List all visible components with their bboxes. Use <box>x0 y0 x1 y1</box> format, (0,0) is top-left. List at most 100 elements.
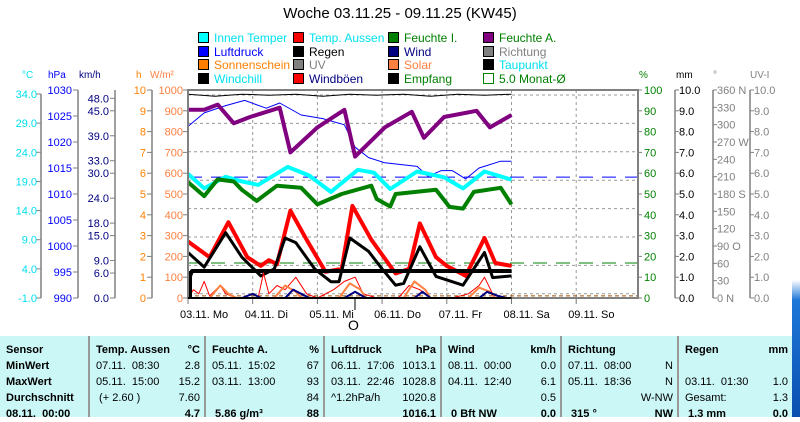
row-label: MaxWert <box>6 376 52 388</box>
cell-value: 15.2 <box>178 376 200 388</box>
axis-tick-label-dir: 30 <box>717 276 729 288</box>
legend-item[interactable]: Windchill <box>198 72 262 86</box>
row-label: MinWert <box>6 360 50 372</box>
axis-tick-label-sun: 7 <box>140 147 146 159</box>
time-cursor-marker[interactable]: O <box>348 317 359 333</box>
cell-time: 05.11. 15:02 <box>212 360 276 372</box>
legend-swatch <box>388 59 399 70</box>
legend-item[interactable]: Wind <box>388 45 431 59</box>
stats-table: Sensor MinWert MaxWert Durchschnitt 08.11. 0… <box>0 336 792 420</box>
axis-tick-label-sun: 0 <box>140 293 146 305</box>
axis-tick-label-sun: 4 <box>140 210 146 222</box>
axis-tick-label-rain: 8.0 <box>679 127 694 139</box>
cell-time: 04.11. 12:40 <box>448 376 512 388</box>
column-header: Richtung <box>568 344 616 356</box>
series-feuchte-a- <box>188 102 513 159</box>
axis-tick-label-press: 1010 <box>48 189 72 201</box>
cell-value: W-NW <box>640 392 673 404</box>
legend-item[interactable]: Innen Temper <box>198 32 287 45</box>
row-label: 08.11. 00:00 <box>6 408 71 420</box>
legend-label: Temp. Aussen <box>309 31 385 45</box>
axis-tick-label-press: 1015 <box>48 163 72 175</box>
axis-tick-label-uv: 8.0 <box>754 127 769 139</box>
axis-tick-label-uv: 9.0 <box>754 106 769 118</box>
cell-value: 84 <box>306 392 319 404</box>
cell-time: 0 Bft NW <box>448 408 497 420</box>
legend-swatch <box>388 45 399 57</box>
cell-value: N <box>665 376 673 388</box>
axis-tick-label-temp: 29.0 <box>16 118 37 130</box>
axis-tick-label-temp: 24.0 <box>16 147 37 159</box>
table-column: Luftdruck hPa 06.11. 17:06 1013.1 03.11. 22:… <box>323 336 440 420</box>
axis-tick-label-wind: 24.0 <box>88 193 109 205</box>
legend-item[interactable]: Empfang <box>388 72 452 86</box>
x-tick-label: 06.11. Do <box>374 309 421 321</box>
axis-tick-label-sun: 3 <box>140 231 146 243</box>
axis-tick-label-dir: 330 <box>717 102 735 114</box>
legend-item[interactable]: Temp. Aussen <box>293 32 384 45</box>
legend-item[interactable]: Sonnenschein <box>198 59 290 72</box>
axis-tick-label-solar: 800 <box>165 127 183 139</box>
x-tick-label: 04.11. Di <box>245 309 288 321</box>
axis-tick-label-hum: 80 <box>644 127 656 139</box>
legend-item[interactable]: Regen <box>293 45 344 59</box>
legend-swatch <box>198 32 209 43</box>
axis-tick-label-dir: 0 N <box>717 293 734 305</box>
cell-value: N <box>665 360 673 372</box>
legend-swatch <box>293 72 304 84</box>
axis-tick-label-solar: 300 <box>165 231 183 243</box>
series-feuchte-i- <box>186 177 514 211</box>
cell-time: ^1.2hPa/h <box>331 392 381 404</box>
axis-unit-dir: ° <box>713 70 717 81</box>
legend-swatch <box>293 59 304 70</box>
cell-value: 1.3 <box>772 392 788 404</box>
cell-value: 0.0 <box>540 360 556 372</box>
legend-item[interactable]: Windböen <box>293 72 363 86</box>
table-column: Wind km/h 08.11. 00:00 0.0 04.11. 12:40 6.1 0.… <box>440 336 560 420</box>
row-label: Durchschnitt <box>6 392 74 404</box>
axis-tick-label-uv: 5.0 <box>754 189 769 201</box>
legend-item[interactable]: Taupunkt <box>483 59 548 72</box>
legend-item[interactable]: 5.0 Monat-Ø <box>483 72 566 86</box>
axis-tick-label-uv: 2.0 <box>754 251 769 263</box>
axis-tick-label-hum: 10 <box>644 272 656 284</box>
axis-tick-label-sun: 6 <box>140 168 146 180</box>
axis-tick-label-dir: 60 <box>717 258 729 270</box>
legend-label: UV <box>309 58 326 72</box>
weather-chart: 03.11. Mo 04.11. Di 05.11. Mi 06.11. Do 07.1… <box>16 70 776 333</box>
column-header: Wind <box>448 344 475 356</box>
axis-tick-label-uv: 4.0 <box>754 210 769 222</box>
cell-value: 0.0 <box>540 408 556 420</box>
axis-tick-label-uv: 0.0 <box>754 293 769 305</box>
legend-item[interactable]: Feuchte A. <box>483 32 556 45</box>
axis-tick-label-press: 1000 <box>48 241 72 253</box>
axis-tick-label-press: 1030 <box>48 85 72 97</box>
axis-tick-label-wind: 6.0 <box>94 268 109 280</box>
axis-tick-label-dir: 210 <box>717 172 735 184</box>
axis-unit-press: hPa <box>48 70 66 81</box>
table-column: Regen mm 03.11. 01:30 1.0 Gesamt: 1.3 1.3 mm 0… <box>677 336 792 420</box>
legend-swatch <box>293 32 304 43</box>
legend-item[interactable]: Feuchte I. <box>388 32 457 45</box>
legend-item[interactable]: Solar <box>388 59 432 72</box>
axis-tick-label-wind: 9.0 <box>94 256 109 268</box>
legend-label: Innen Temper <box>214 31 288 45</box>
axis-unit-rain: mm <box>676 70 693 81</box>
desktop-background <box>792 0 800 417</box>
axis-tick-label-dir: 360 N <box>717 85 746 97</box>
cell-time: 05.11. 15:00 <box>96 376 160 388</box>
legend-label: Sonnenschein <box>214 58 291 72</box>
legend-item[interactable]: Richtung <box>483 45 546 59</box>
axis-tick-label-rain: 2.0 <box>679 251 694 263</box>
column-header: Feuchte A. <box>212 344 268 356</box>
axis-tick-label-press: 990 <box>54 293 72 305</box>
legend-item[interactable]: UV <box>293 59 326 72</box>
table-column: Feuchte A.% 05.11. 15:02 67 03.11. 13:00 93 8… <box>204 336 323 420</box>
axis-tick-label-sun: 5 <box>140 189 146 201</box>
axis-tick-label-temp: 9.0 <box>22 235 37 247</box>
column-unit: hPa <box>415 344 436 356</box>
table-column: Sensor MinWert MaxWert Durchschnitt 08.11. 0… <box>0 336 86 420</box>
legend-item[interactable]: Luftdruck <box>198 45 263 59</box>
cell-value: 88 <box>306 408 319 420</box>
cell-time: 03.11. 01:30 <box>685 376 749 388</box>
